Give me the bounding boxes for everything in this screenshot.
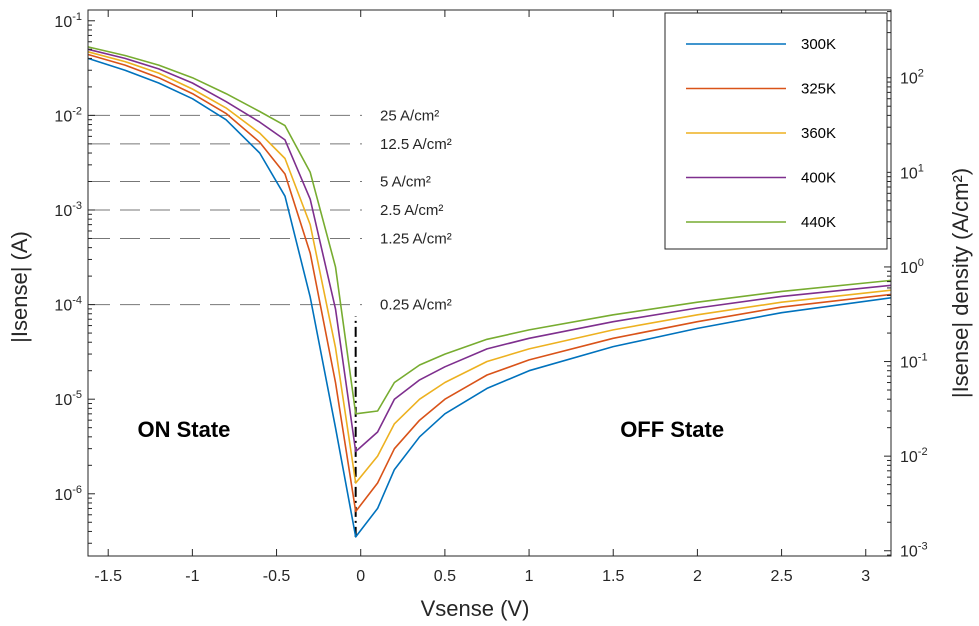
region-label-layer: ON State OFF State bbox=[137, 417, 724, 442]
region-label: OFF State bbox=[620, 417, 724, 442]
region-label: ON State bbox=[137, 417, 230, 442]
series-layer bbox=[87, 46, 892, 538]
legend-label: 360K bbox=[801, 125, 836, 142]
current-density-label: 5 A/cm² bbox=[380, 174, 431, 191]
x-tick-label: 1 bbox=[525, 568, 534, 585]
legend-label: 440K bbox=[801, 214, 836, 231]
series-line-325K bbox=[87, 53, 892, 513]
y-tick-label: 10-3 bbox=[54, 200, 82, 220]
x-tick-label: 1.5 bbox=[602, 568, 624, 585]
x-tick-label: -0.5 bbox=[263, 568, 291, 585]
x-tick-label: 3 bbox=[861, 568, 870, 585]
series-line-300K bbox=[87, 57, 892, 538]
legend-label: 325K bbox=[801, 81, 836, 98]
x-tick-label: 2 bbox=[693, 568, 702, 585]
x-tick-label: -1.5 bbox=[94, 568, 122, 585]
y-tick-label: 10-6 bbox=[54, 484, 82, 504]
legend: 300K 325K 360K 400K 440K bbox=[664, 12, 888, 250]
y2-tick-label: 101 bbox=[900, 162, 924, 182]
x-tick-label: 0 bbox=[356, 568, 365, 585]
y2-tick-label: 100 bbox=[900, 257, 924, 277]
x-tick-label: 0.5 bbox=[434, 568, 456, 585]
y2-tick-label: 10-3 bbox=[900, 541, 928, 561]
legend-label: 400K bbox=[801, 170, 836, 187]
y-tick-label: 10-4 bbox=[54, 295, 82, 315]
series-line-440K bbox=[87, 46, 892, 415]
current-density-label: 25 A/cm² bbox=[380, 107, 439, 124]
y2-tick-label: 102 bbox=[900, 68, 924, 88]
x-tick-label: -1 bbox=[185, 568, 199, 585]
x-axis-title: Vsense (V) bbox=[421, 596, 530, 621]
y-tick-label: 10-5 bbox=[54, 389, 82, 409]
series-line-360K bbox=[87, 51, 892, 484]
current-density-label: 12.5 A/cm² bbox=[380, 136, 452, 153]
current-density-label: 0.25 A/cm² bbox=[380, 297, 452, 314]
legend-box bbox=[664, 12, 888, 250]
legend-label: 300K bbox=[801, 36, 836, 53]
current-density-label: 2.5 A/cm² bbox=[380, 202, 443, 219]
y2-axis-title: |Isense| density (A/cm²) bbox=[948, 168, 973, 398]
y2-tick-label: 10-2 bbox=[900, 446, 928, 466]
y-tick-label: 10-2 bbox=[54, 105, 82, 125]
y2-tick-label: 10-1 bbox=[900, 352, 928, 372]
x-tick-label: 2.5 bbox=[770, 568, 792, 585]
current-density-label: 1.25 A/cm² bbox=[380, 230, 452, 247]
y-axis-title: |Isense| (A) bbox=[7, 231, 32, 343]
y-tick-label: 10-1 bbox=[54, 11, 82, 31]
annotation-layer: 25 A/cm² 12.5 A/cm² 5 A/cm² 2.5 A/cm² 1.25 A… bbox=[90, 107, 452, 314]
plot-frame bbox=[87, 9, 892, 557]
series-line-400K bbox=[87, 48, 892, 453]
